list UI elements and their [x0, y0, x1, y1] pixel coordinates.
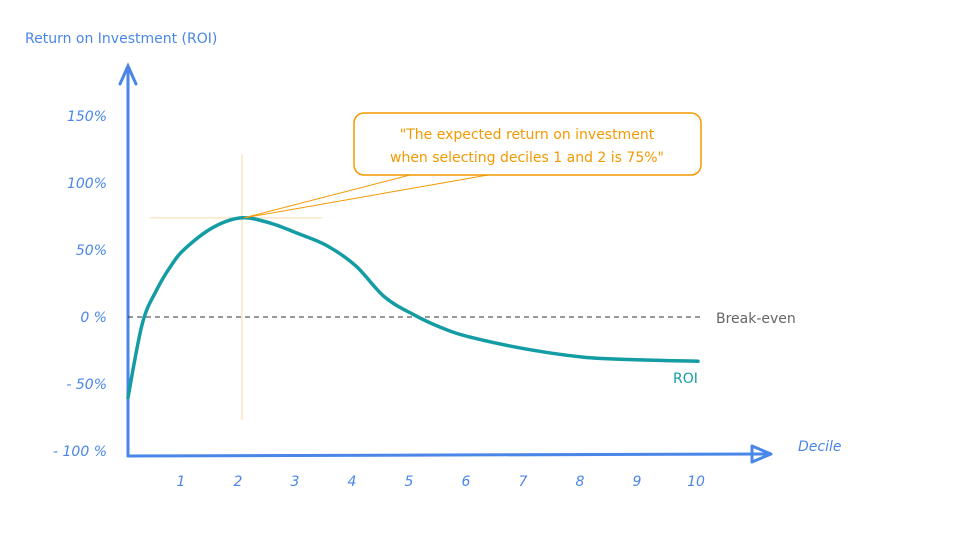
y-tick-label: - 100 % — [53, 444, 107, 460]
y-axis-arrow-icon — [118, 62, 138, 86]
series-label: ROI — [673, 371, 698, 387]
break-even-label: Break-even — [716, 311, 796, 327]
y-tick-label: 50% — [76, 243, 107, 259]
x-tick-label: 1 — [177, 474, 186, 490]
highlight-crosshair — [150, 154, 322, 420]
x-tick-label: 10 — [687, 474, 705, 490]
x-axis-line — [126, 452, 770, 458]
x-tick-label: 7 — [519, 474, 528, 490]
x-tick-label: 5 — [405, 474, 414, 490]
x-axis-title: Decile — [798, 439, 841, 455]
y-tick-labels: 150% 100% 50% 0 % - 50% - 100 % — [53, 109, 107, 460]
annotation-line-1: "The expected return on investment — [400, 127, 655, 143]
x-tick-label: 3 — [291, 474, 300, 490]
x-tick-label: 2 — [234, 474, 243, 490]
x-axis-arrow-icon — [750, 444, 773, 464]
annotation-box — [353, 112, 702, 176]
x-tick-label: 4 — [348, 474, 357, 490]
x-tick-label: 6 — [462, 474, 471, 490]
x-tick-label: 8 — [576, 474, 585, 490]
x-tick-label: 9 — [633, 474, 642, 490]
annotation-callout: "The expected return on investment when … — [243, 112, 702, 219]
annotation-line-2: when selecting deciles 1 and 2 is 75%" — [390, 150, 664, 166]
roi-series-line — [126, 215, 700, 400]
y-tick-label: - 50% — [66, 377, 107, 393]
y-tick-label: 0 % — [80, 310, 107, 326]
annotation-pointer — [243, 174, 489, 219]
x-tick-labels: 1 2 3 4 5 6 7 8 9 10 — [177, 474, 705, 490]
break-even-line: Break-even — [128, 311, 796, 327]
y-tick-label: 150% — [67, 109, 107, 125]
y-tick-label: 100% — [67, 176, 107, 192]
y-axis-title: Return on Investment (ROI) — [25, 31, 217, 47]
series-group: ROI — [126, 215, 700, 400]
